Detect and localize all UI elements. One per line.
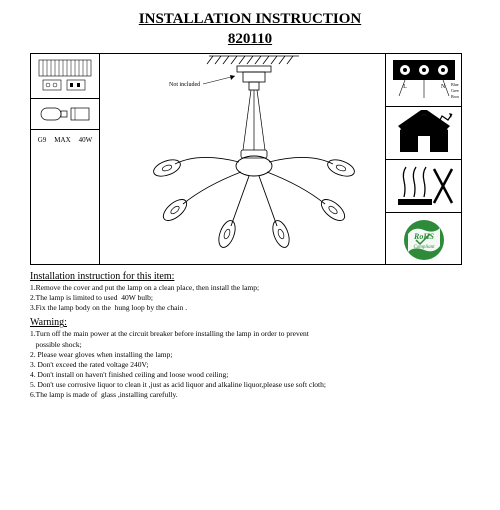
spec-socket: G9 <box>38 136 47 144</box>
title-line-1: INSTALLATION INSTRUCTION <box>139 11 361 27</box>
bulb-icon-cell <box>31 99 99 130</box>
warning-list: 1.Turn off the main power at the circuit… <box>30 329 470 400</box>
diagram-frame: G9 MAX 40W L N Blue Green Bro <box>30 53 462 265</box>
center-diagram: Not included <box>99 54 386 264</box>
warning-heading: Warning: <box>30 317 470 328</box>
step-2: 2.The lamp is limited to used 40W bulb; <box>30 293 470 303</box>
spec-max: MAX <box>54 136 70 144</box>
svg-text:Brown: Brown <box>451 94 459 99</box>
svg-text:Green: Green <box>451 88 459 93</box>
not-included-label: Not included <box>169 82 200 88</box>
svg-text:Blue: Blue <box>451 82 459 87</box>
doc-title: INSTALLATION INSTRUCTION 820110 <box>30 10 470 49</box>
no-heat-icon <box>386 160 461 213</box>
warn-6: 6.The lamp is made of glass ,installing … <box>30 390 470 400</box>
right-panel: L N Blue Green Brown <box>385 54 461 264</box>
step-3: 3.Fix the lamp body on the hung loop by … <box>30 303 470 313</box>
rohs-icon: RoHS Compliant <box>386 213 461 267</box>
install-steps: 1.Remove the cover and put the lamp on a… <box>30 283 470 313</box>
install-heading: Installation instruction for this item: <box>30 271 470 282</box>
spec-cell: G9 MAX 40W <box>31 130 99 272</box>
warn-1: 1.Turn off the main power at the circuit… <box>30 329 470 339</box>
left-panel: G9 MAX 40W <box>31 54 100 264</box>
wiring-block-icon <box>31 54 99 99</box>
house-icon <box>386 107 461 160</box>
warn-2: 2. Please wear gloves when installing th… <box>30 350 470 360</box>
warn-1b: possible shock; <box>30 340 470 350</box>
svg-text:Compliant: Compliant <box>413 245 435 250</box>
warn-4: 4. Don't install on haven't finished cei… <box>30 370 470 380</box>
warn-3: 3. Don't exceed the rated voltage 240V; <box>30 360 470 370</box>
title-line-2: 820110 <box>228 31 272 47</box>
spec-watt: 40W <box>79 136 93 144</box>
terminal-icon: L N Blue Green Brown <box>386 54 461 107</box>
step-1: 1.Remove the cover and put the lamp on a… <box>30 283 470 293</box>
terminal-l-label: L <box>403 84 407 90</box>
warn-5: 5. Don't use corrosive liquor to clean i… <box>30 380 470 390</box>
